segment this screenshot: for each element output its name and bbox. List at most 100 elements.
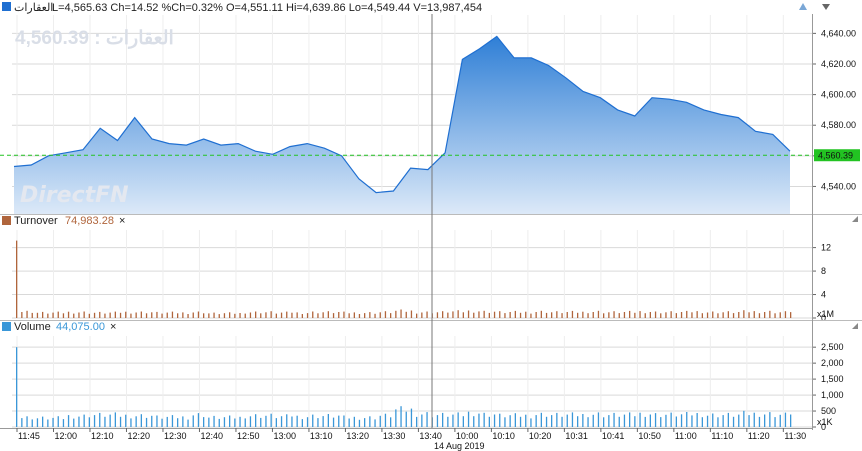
turnover-bar: [426, 311, 428, 318]
turnover-tick-label: 12: [821, 243, 831, 253]
turnover-collapse-button[interactable]: [852, 216, 858, 222]
volume-bar: [758, 416, 761, 427]
x-tick-label: 10:41: [602, 431, 625, 441]
volume-bar: [613, 412, 615, 427]
volume-bar: [410, 408, 413, 427]
x-tick-label: 11:00: [675, 431, 697, 441]
volume-bar: [405, 411, 407, 427]
volume-bar: [722, 415, 724, 427]
volume-bar: [296, 415, 298, 427]
turnover-close-button[interactable]: ×: [119, 215, 125, 227]
turnover-bar: [618, 313, 620, 318]
volume-bar: [649, 414, 651, 427]
volume-bar: [629, 412, 631, 427]
turnover-bar: [790, 312, 792, 318]
volume-bar: [130, 418, 132, 427]
volume-bar: [743, 410, 745, 427]
turnover-bar: [177, 313, 179, 318]
volume-bar: [161, 418, 163, 427]
volume-close-button[interactable]: ×: [110, 321, 116, 333]
volume-bar: [675, 416, 677, 427]
x-tick-label: 10:50: [638, 431, 661, 441]
volume-bar: [551, 415, 553, 427]
volume-bar: [36, 418, 39, 427]
turnover-bar: [556, 311, 558, 318]
turnover-bar: [197, 311, 200, 318]
volume-unit: x1K: [817, 417, 833, 427]
turnover-bar: [83, 311, 85, 318]
volume-bar: [774, 417, 776, 427]
volume-bar: [213, 415, 215, 427]
turnover-bar: [156, 311, 158, 318]
volume-bar: [514, 413, 516, 427]
turnover-bar: [447, 312, 449, 318]
volume-collapse-button[interactable]: [852, 323, 858, 329]
volume-bar: [16, 347, 18, 427]
turnover-bar: [119, 312, 122, 318]
volume-bar: [104, 416, 106, 427]
turnover-bar: [675, 313, 677, 318]
turnover-bar: [301, 314, 303, 318]
volume-bar: [83, 414, 85, 427]
turnover-bar: [218, 314, 220, 318]
turnover-bar: [151, 312, 153, 318]
volume-bar: [306, 417, 309, 427]
scroll-down-button[interactable]: [822, 4, 830, 10]
turnover-bar: [296, 312, 298, 318]
volume-bar: [691, 415, 693, 427]
volume-bar: [587, 417, 589, 427]
turnover-bar: [779, 312, 781, 318]
volume-bar: [327, 414, 329, 427]
x-tick-label: 11:30: [784, 431, 806, 441]
volume-bar: [145, 417, 148, 427]
turnover-bar: [561, 313, 563, 318]
volume-bar: [717, 417, 719, 427]
turnover-bar: [436, 312, 439, 318]
turnover-bar: [280, 312, 283, 318]
price-panel: العقارات : 4,560.39 DirectFN 4,540.00 4,5…: [0, 15, 860, 215]
scroll-up-button[interactable]: [799, 3, 807, 10]
volume-bar: [639, 412, 641, 427]
turnover-bar: [114, 311, 116, 318]
turnover-bar: [717, 313, 719, 318]
volume-bar: [286, 414, 288, 427]
volume-bar: [135, 416, 137, 427]
turnover-bar: [416, 313, 418, 318]
price-area: [14, 36, 790, 215]
volume-bar: [769, 412, 771, 427]
turnover-bar: [784, 311, 787, 318]
turnover-bar: [571, 310, 574, 318]
turnover-bar: [603, 313, 605, 318]
turnover-bar: [16, 240, 18, 318]
turnover-bar: [540, 310, 542, 318]
volume-bar: [654, 413, 657, 427]
volume-bar: [623, 414, 626, 427]
turnover-bar: [577, 312, 579, 318]
volume-swatch: [2, 322, 11, 331]
turnover-bar: [182, 312, 184, 318]
x-tick-label: 11:45: [18, 431, 40, 441]
volume-header: Volume 44,075.00 ×: [2, 321, 116, 333]
volume-bar: [140, 414, 142, 427]
volume-bar: [738, 414, 740, 427]
volume-bar: [93, 415, 96, 427]
x-tick-label: 12:40: [200, 431, 223, 441]
volume-bar: [125, 414, 127, 427]
symbol-label: العقارات: [14, 2, 53, 14]
price-tick-label: 4,600.00: [821, 90, 856, 100]
volume-bar: [197, 413, 200, 427]
turnover-bar: [665, 312, 667, 318]
volume-bar: [332, 417, 335, 427]
turnover-bar: [660, 313, 662, 318]
volume-bar: [364, 418, 366, 427]
volume-bar: [732, 416, 735, 427]
volume-bar: [395, 409, 397, 427]
volume-bar: [499, 413, 501, 427]
volume-tick-label: 0: [821, 422, 826, 432]
volume-bar: [680, 414, 683, 427]
turnover-bar: [478, 311, 480, 318]
volume-bar: [686, 412, 688, 427]
turnover-bar: [488, 312, 490, 318]
volume-bar: [509, 415, 511, 427]
turnover-bar: [738, 312, 740, 318]
